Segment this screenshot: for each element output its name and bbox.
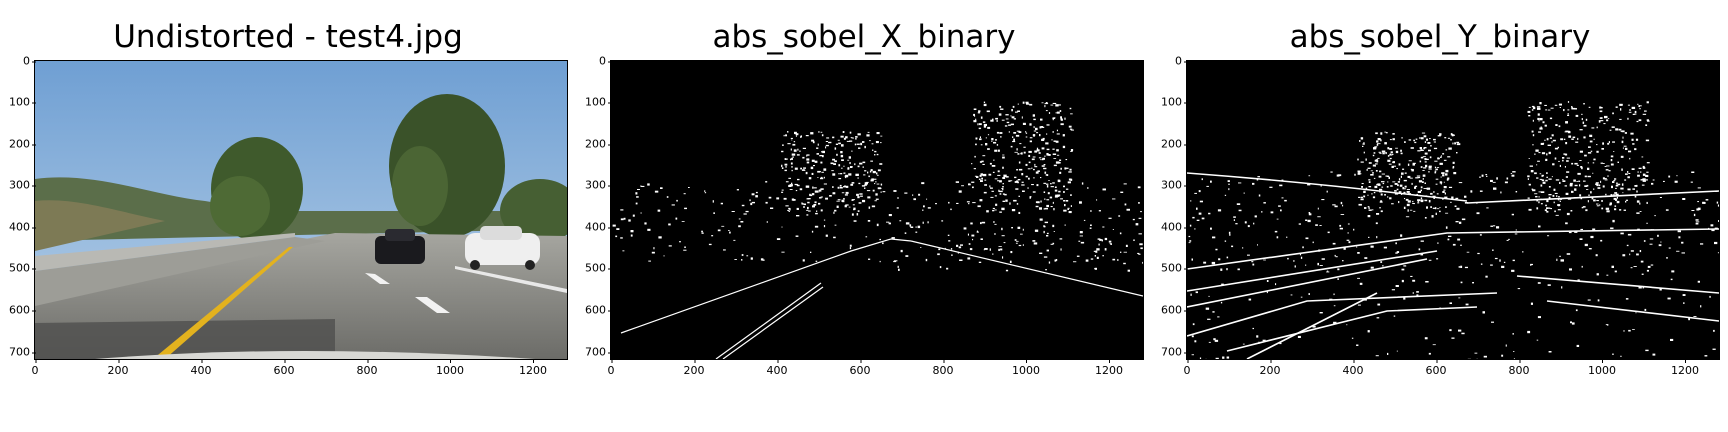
y-tick: 200	[1161, 137, 1188, 151]
y-tick: 300	[585, 178, 612, 192]
panel-title: abs_sobel_X_binary	[712, 19, 1016, 55]
x-tick: 0	[1183, 359, 1191, 377]
x-tick: 800	[932, 359, 954, 377]
y-tick: 600	[9, 303, 36, 317]
x-tick: 400	[190, 359, 212, 377]
x-tick: 1200	[1671, 359, 1699, 377]
x-tick: 1200	[519, 359, 547, 377]
road-photo	[35, 61, 567, 359]
y-tick: 600	[585, 303, 612, 317]
x-tick: 1200	[1095, 359, 1123, 377]
x-tick: 600	[849, 359, 871, 377]
y-tick: 500	[9, 261, 36, 275]
y-tick: 0	[599, 54, 612, 68]
x-tick: 200	[1259, 359, 1281, 377]
y-tick: 500	[585, 261, 612, 275]
image-axes	[1186, 60, 1720, 360]
panel-title: Undistorted - test4.jpg	[113, 19, 463, 55]
y-tick: 0	[1175, 54, 1188, 68]
y-tick: 200	[9, 137, 36, 151]
y-tick: 300	[9, 178, 36, 192]
x-tick: 0	[607, 359, 615, 377]
y-tick: 500	[1161, 261, 1188, 275]
binary-image-x	[611, 61, 1143, 359]
image-axes	[34, 60, 568, 360]
x-tick: 0	[31, 359, 39, 377]
y-tick: 400	[9, 220, 36, 234]
y-tick: 600	[1161, 303, 1188, 317]
panel-undistorted: Undistorted - test4.jpg	[0, 0, 576, 432]
x-tick: 200	[107, 359, 129, 377]
y-tick: 700	[1161, 345, 1188, 359]
image-axes	[610, 60, 1144, 360]
x-tick: 1000	[436, 359, 464, 377]
y-tick: 400	[585, 220, 612, 234]
y-tick: 700	[9, 345, 36, 359]
panel-title: abs_sobel_Y_binary	[1289, 19, 1591, 55]
x-tick: 600	[273, 359, 295, 377]
y-tick: 0	[23, 54, 36, 68]
y-tick: 200	[585, 137, 612, 151]
x-tick: 800	[1508, 359, 1530, 377]
x-tick: 200	[683, 359, 705, 377]
x-tick: 400	[766, 359, 788, 377]
panel-sobel-y: abs_sobel_Y_binary 0 100 200 300 400 500…	[1152, 0, 1728, 432]
y-tick: 700	[585, 345, 612, 359]
y-tick: 100	[585, 95, 612, 109]
x-tick: 1000	[1012, 359, 1040, 377]
x-tick: 400	[1342, 359, 1364, 377]
x-tick: 1000	[1588, 359, 1616, 377]
binary-image-y	[1187, 61, 1719, 359]
x-tick: 600	[1425, 359, 1447, 377]
y-tick: 300	[1161, 178, 1188, 192]
y-tick: 100	[1161, 95, 1188, 109]
panel-sobel-x: abs_sobel_X_binary 0 100 200 300 400 500…	[576, 0, 1152, 432]
y-tick: 100	[9, 95, 36, 109]
y-tick: 400	[1161, 220, 1188, 234]
x-tick: 800	[356, 359, 378, 377]
